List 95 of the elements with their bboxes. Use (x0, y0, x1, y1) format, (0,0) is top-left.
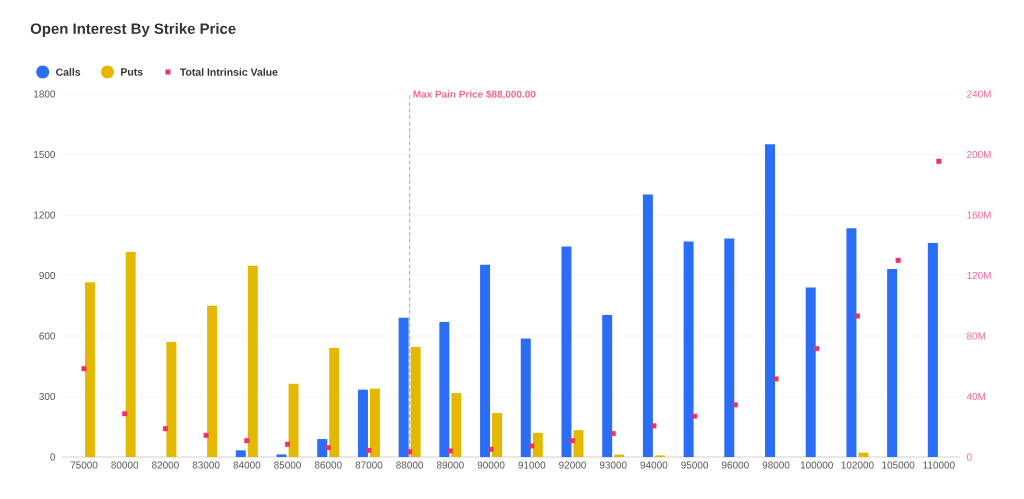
x-tick-label: 91000 (518, 461, 546, 469)
bar (492, 413, 503, 457)
bar (520, 338, 531, 457)
point (692, 413, 698, 419)
x-tick-label: 75000 (70, 461, 98, 469)
x-tick-label: 90000 (477, 461, 505, 469)
x-tick-label: 89000 (436, 461, 464, 469)
bar (276, 454, 287, 457)
x-tick-label: 86000 (314, 461, 342, 469)
y2-tick-label: 160M (967, 211, 991, 219)
bar (805, 287, 816, 457)
y-tick-label: 300 (39, 392, 56, 401)
bar (288, 383, 299, 457)
point (854, 313, 860, 319)
bar (207, 305, 218, 457)
x-tick-label: 96000 (721, 461, 749, 469)
y2-tick-label: 0 (966, 453, 972, 461)
y2-tick-label: 80M (966, 332, 986, 340)
point (488, 446, 494, 452)
bar (532, 432, 543, 457)
bar (410, 347, 421, 457)
x-tick-label: 92000 (559, 461, 586, 469)
point (529, 443, 535, 449)
bar (602, 315, 613, 457)
bar (247, 265, 258, 457)
bar (683, 241, 694, 457)
x-tick-label: 98000 (762, 461, 790, 469)
bar (765, 144, 776, 457)
x-tick-label: 80000 (111, 461, 139, 469)
point (895, 257, 901, 263)
bar (125, 252, 136, 457)
y-tick-label: 900 (39, 271, 56, 280)
bar (235, 450, 246, 457)
chart-title: Open Interest By Strike Price (30, 23, 236, 37)
bar (439, 322, 450, 457)
y-tick-label: 0 (50, 453, 56, 461)
x-tick-label: 105000 (882, 461, 915, 469)
bar (887, 269, 898, 457)
point (81, 366, 87, 372)
y-tick-label: 1500 (34, 150, 56, 159)
y2-tick-label: 240M (967, 90, 991, 98)
bar (642, 194, 653, 457)
y2-tick-label: 200M (967, 150, 991, 159)
x-tick-label: 83000 (192, 461, 220, 469)
x-tick-label: 82000 (151, 461, 179, 469)
x-tick-label: 102000 (841, 461, 874, 469)
bar (451, 393, 462, 457)
x-tick-label: 87000 (355, 461, 383, 469)
point (203, 432, 209, 438)
legend-label: Puts (121, 68, 143, 76)
point (773, 376, 779, 382)
point (122, 411, 128, 417)
bar (858, 452, 869, 457)
y-tick-label: 1200 (34, 211, 56, 219)
point (936, 158, 942, 164)
bar (84, 282, 95, 457)
point (814, 346, 820, 352)
x-tick-label: 84000 (233, 461, 261, 469)
x-tick-label: 94000 (640, 461, 668, 469)
y-tick-label: 600 (39, 332, 56, 340)
x-tick-label: 85000 (274, 461, 301, 469)
bar (927, 243, 938, 457)
bar (573, 430, 584, 457)
ref-line-label: Max Pain Price $88,000.00 (413, 90, 536, 100)
bar (724, 238, 735, 457)
bar (357, 389, 368, 457)
y2-tick-label: 120M (967, 271, 991, 280)
point (569, 438, 575, 444)
bar (369, 388, 380, 457)
bar (329, 348, 340, 457)
legend-label: Total Intrinsic Value (179, 68, 278, 76)
point (325, 445, 331, 451)
y-tick-label: 1800 (34, 90, 56, 98)
x-tick-label: 100000 (800, 461, 833, 469)
point (162, 426, 168, 432)
point (651, 423, 657, 429)
bar (317, 439, 328, 457)
point (447, 448, 453, 454)
x-tick-label: 110000 (923, 461, 955, 469)
point (244, 438, 250, 444)
y2-tick-label: 40M (966, 392, 986, 401)
point (407, 449, 413, 455)
point (366, 447, 372, 453)
x-tick-label: 95000 (681, 461, 709, 469)
point (610, 431, 616, 437)
legend-label: Calls (56, 68, 81, 76)
point (732, 402, 738, 408)
bar (398, 317, 409, 457)
bar (846, 228, 857, 457)
bar (166, 342, 177, 457)
bar (480, 264, 491, 457)
x-tick-label: 93000 (599, 461, 627, 469)
x-tick-label: 88000 (396, 461, 424, 469)
point (285, 441, 291, 447)
bar (561, 246, 572, 457)
